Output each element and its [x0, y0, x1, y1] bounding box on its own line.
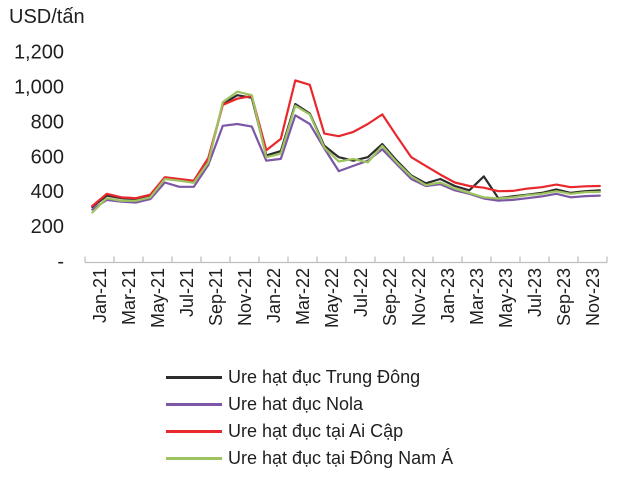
series-line: [91, 79, 601, 208]
x-axis-tick-label: Nov-23: [583, 268, 603, 326]
x-axis-tick-label: Mar-22: [293, 268, 313, 325]
price-line-chart: 1,200 1,000 800 600 400 200 - Jan-21 Mar-21 May-2…: [14, 42, 608, 328]
x-axis-tick-label: May-23: [496, 268, 516, 328]
legend-line-swatch: [166, 457, 222, 460]
y-axis-tick-label: 600: [31, 146, 64, 168]
y-axis-tick-label: 800: [31, 111, 64, 133]
y-axis-tick-label: 400: [31, 181, 64, 203]
x-axis-tick-label: Sep-21: [206, 268, 226, 326]
series-line: [91, 114, 601, 211]
x-axis-tick-label: Jan-22: [264, 268, 284, 323]
chart-title: USD/tấn: [9, 6, 85, 28]
legend-item: Ure hat đục Nola: [166, 391, 453, 418]
legend-item: Ure hạt đục tại Ai Cập: [166, 418, 453, 445]
legend-line-swatch: [166, 376, 222, 379]
y-axis-tick-label: -: [57, 251, 64, 273]
x-axis-tick-label: Sep-23: [554, 268, 574, 326]
legend-label: Ure hạt đục tại Đông Nam Á: [228, 448, 454, 468]
legend-label: Ure hạt đục Trung Đông: [228, 367, 421, 387]
y-axis-tick-label: 200: [31, 216, 64, 238]
x-axis-tick-label: Jan-23: [438, 268, 458, 323]
x-axis-tick-label: Mar-21: [119, 268, 139, 325]
legend-line-swatch: [166, 403, 222, 406]
legend-line-swatch: [166, 430, 222, 433]
x-axis-tick-label: Jan-21: [90, 268, 110, 323]
series-line: [91, 90, 601, 214]
legend-label: Ure hạt đục tại Ai Cập: [228, 421, 404, 441]
x-axis-tick-label: Sep-22: [380, 268, 400, 326]
legend-label: Ure hat đục Nola: [228, 394, 364, 414]
x-axis-tick-label: Nov-21: [235, 268, 255, 326]
legend-item: Ure hạt đục Trung Đông: [166, 364, 453, 391]
legend-item: Ure hạt đục tại Đông Nam Á: [166, 445, 453, 472]
x-axis-tick-label: May-21: [148, 268, 168, 328]
x-axis-tick-label: Nov-22: [409, 268, 429, 326]
y-axis-tick-label: 1,000: [14, 77, 64, 99]
x-axis-tick-label: May-22: [322, 268, 342, 328]
y-axis-tick-label: 1,200: [14, 42, 64, 64]
x-axis-tick-label: Jul-21: [177, 268, 197, 317]
x-axis-tick-label: Jul-23: [525, 268, 545, 317]
x-axis-tick-label: Mar-23: [467, 268, 487, 325]
x-axis-tick-label: Jul-22: [351, 268, 371, 317]
legend: Ure hạt đục Trung Đông Ure hat đục Nola Ur…: [166, 364, 453, 472]
